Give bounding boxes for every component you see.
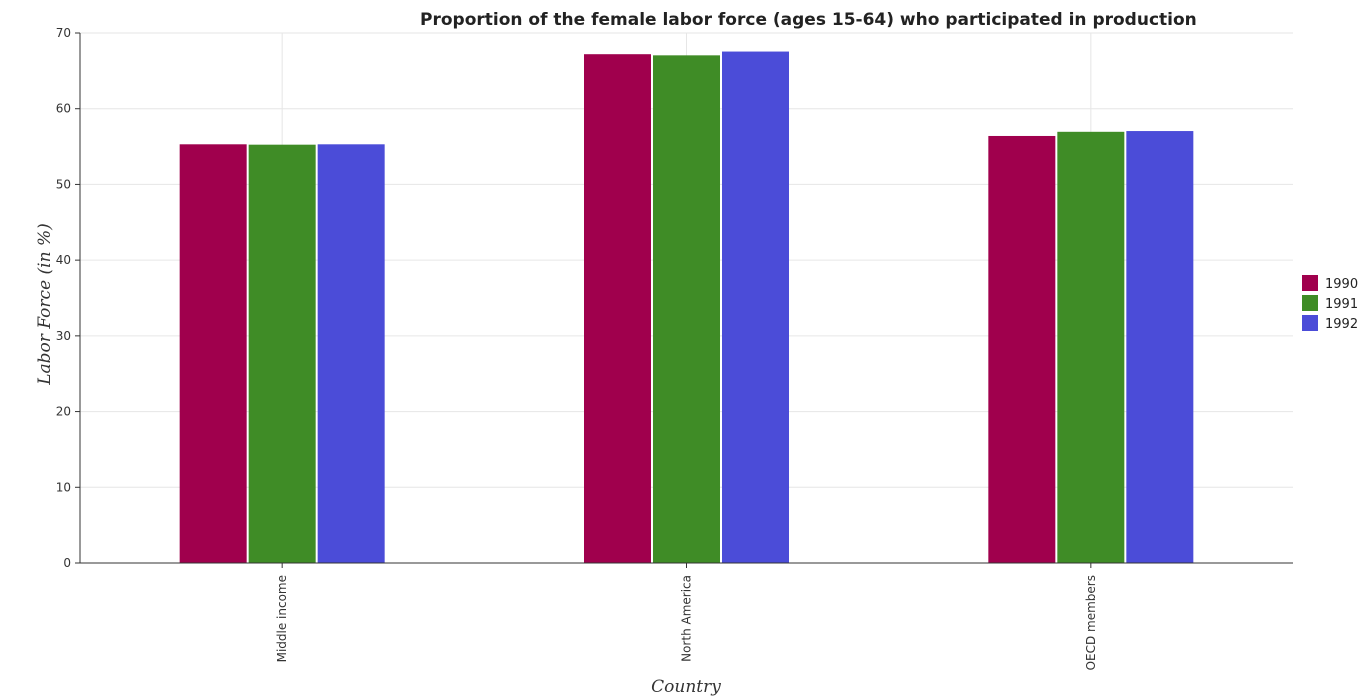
bar-1990-middle-income [179,144,247,564]
legend-label-1992: 1992 [1325,317,1358,332]
bar-1992-oecd-members [1126,131,1194,564]
y-tick-label: 70 [56,26,71,40]
y-axis-ticks: 0 10 20 30 40 50 60 70 [56,26,80,570]
legend-label-1990: 1990 [1325,277,1358,292]
y-tick-label: 0 [63,556,71,570]
y-tick-label: 60 [56,102,71,116]
y-tick-label: 10 [56,480,71,494]
chart-title: Proportion of the female labor force (ag… [420,10,1197,30]
x-tick-label: OECD members [1084,575,1098,670]
x-tick-label: Middle income [275,575,289,662]
bar-1990-north-america [584,54,651,563]
legend-swatch-1992 [1302,315,1318,331]
y-tick-label: 50 [56,177,71,191]
x-axis-ticks: Middle income North America OECD members [275,563,1098,670]
legend-swatch-1991 [1302,295,1318,311]
bar-1991-oecd-members [1057,131,1125,564]
bar-1991-middle-income [248,144,316,563]
x-axis-label: Country [651,677,721,697]
y-tick-label: 30 [56,329,71,343]
x-tick-label: North America [680,575,694,662]
y-tick-label: 20 [56,405,71,419]
legend: 1990 1991 1992 [1302,275,1358,332]
legend-swatch-1990 [1302,275,1318,291]
bar-1990-oecd-members [988,135,1056,563]
bar-1992-middle-income [317,144,385,564]
bar-1992-north-america [722,51,789,564]
legend-label-1991: 1991 [1325,297,1358,312]
bars [179,51,1194,564]
y-tick-label: 40 [56,253,71,267]
y-axis-label: Labor Force (in %) [35,223,55,386]
bar-1991-north-america [653,55,720,563]
